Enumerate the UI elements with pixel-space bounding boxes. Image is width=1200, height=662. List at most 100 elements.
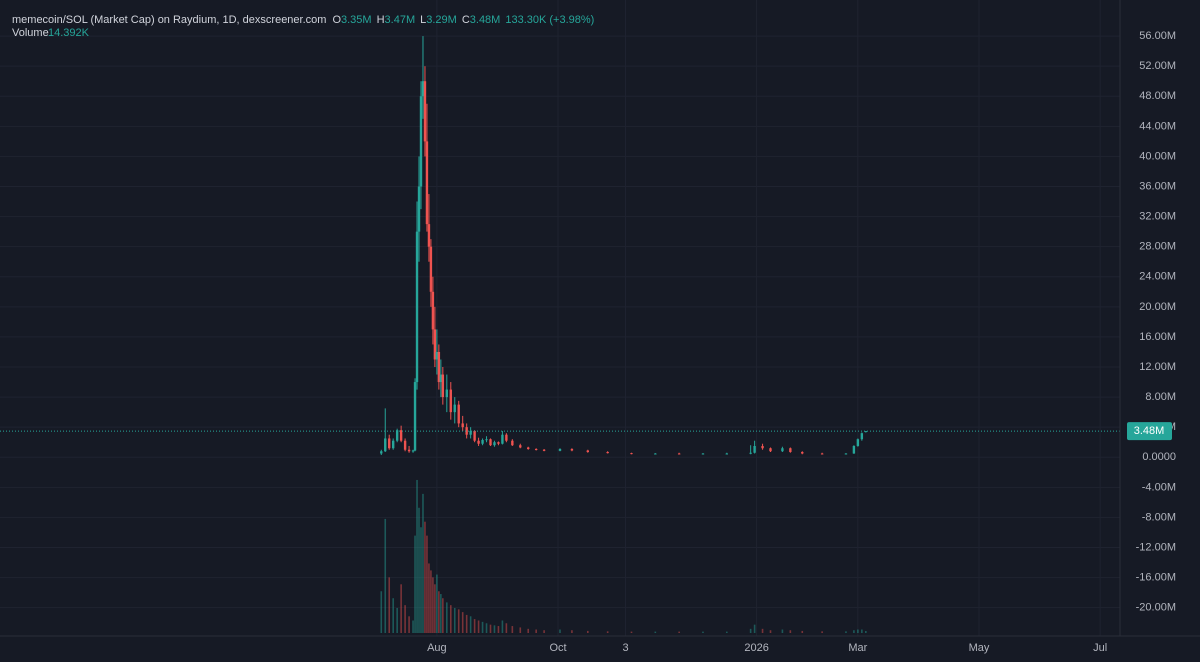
volume-title: Volume (12, 27, 49, 39)
volume-bar (446, 602, 448, 633)
y-tick-label: 16.00M (1139, 331, 1176, 343)
volume-bar (432, 577, 434, 633)
y-tick-label: -20.00M (1136, 602, 1176, 614)
volume-bar (434, 584, 436, 633)
candle-body (844, 453, 848, 455)
y-tick-label: 48.00M (1139, 90, 1176, 102)
candle-body (485, 439, 488, 441)
ohlc-key: O (332, 14, 341, 26)
volume-bar (396, 607, 398, 633)
volume-bar (453, 607, 456, 633)
y-tick-label: -12.00M (1136, 541, 1176, 553)
volume-bar (511, 626, 514, 633)
candle-body (411, 450, 415, 452)
y-tick-label: 40.00M (1139, 150, 1176, 162)
candle-body (505, 434, 508, 441)
volume-bar (761, 628, 764, 633)
volume-bar (702, 631, 704, 633)
volume-bar (543, 630, 545, 633)
volume-bar (535, 629, 537, 633)
candle-body (630, 453, 633, 455)
y-tick-label: 52.00M (1139, 60, 1176, 72)
candle-body (407, 449, 411, 452)
candle-body (586, 450, 590, 452)
y-tick-label: 56.00M (1139, 30, 1176, 42)
candle-body (489, 439, 492, 446)
candle-body (677, 453, 681, 455)
volume-bar (392, 598, 394, 633)
candle-body (399, 430, 403, 441)
candle-body (501, 434, 504, 444)
candle-body (417, 186, 421, 232)
candle-body (511, 440, 514, 446)
volume-bar (473, 619, 476, 633)
candle-body (542, 449, 546, 451)
candle-body (423, 81, 427, 142)
volume-bar (428, 563, 430, 633)
y-tick-label: 44.00M (1139, 120, 1176, 132)
x-tick-label: 3 (622, 642, 628, 654)
volume-bar (424, 521, 426, 633)
volume-bar (489, 624, 492, 633)
volume-bar (440, 594, 442, 633)
volume-bar (630, 631, 633, 633)
candle-body (453, 404, 456, 413)
y-tick-label: 0.0000 (1142, 451, 1176, 463)
volume-bar (412, 620, 414, 633)
candle-body (781, 448, 784, 452)
chart-title: memecoin/SOL (Market Cap) on Raydium, 1D… (12, 14, 326, 26)
volume-bar (422, 493, 424, 633)
volume-bar (606, 631, 609, 633)
candle-body (469, 430, 472, 435)
y-tick-label: 28.00M (1139, 241, 1176, 253)
volume-bar (519, 627, 522, 633)
x-tick-label: May (969, 642, 990, 654)
volume-bar (726, 631, 728, 633)
candle-body (493, 442, 496, 446)
volume-bar (442, 598, 444, 633)
volume-bar (449, 605, 452, 633)
volume-bar (430, 570, 432, 633)
y-tick-label: -4.00M (1142, 481, 1176, 493)
last-price-label: 3.48M (1134, 425, 1165, 437)
volume-bar (781, 629, 784, 633)
candle-body (437, 351, 441, 383)
volume-bar (857, 629, 859, 633)
candle-body (439, 374, 443, 383)
volume-bar (861, 629, 863, 633)
x-tick-label: Mar (848, 642, 867, 654)
candle-body (441, 374, 445, 398)
volume-bar (485, 623, 488, 633)
ohlc-key: H (377, 14, 385, 26)
candle-body (725, 453, 729, 455)
volume-bar (821, 631, 823, 633)
volume-bar (408, 616, 410, 633)
candle-body (477, 440, 480, 444)
candle-body (801, 451, 804, 454)
x-tick-label: Aug (427, 642, 447, 654)
candle-body (427, 224, 431, 247)
x-tick-label: Jul (1093, 642, 1107, 654)
last-price-tag (1127, 422, 1172, 441)
candle-body (606, 451, 609, 454)
volume-bar (749, 628, 752, 633)
candle-body (481, 439, 484, 444)
volume-bar (527, 628, 530, 633)
volume-bar (436, 574, 438, 633)
candle-body (429, 246, 433, 292)
x-tick-label: Oct (549, 642, 566, 654)
volume-bar (420, 527, 422, 633)
volume-bar (457, 609, 460, 633)
volume-bar (559, 629, 561, 633)
volume-bar (769, 630, 772, 633)
volume-bar (404, 605, 406, 633)
candle-body (413, 382, 417, 451)
candle-body (769, 448, 772, 452)
volume-bar (388, 577, 391, 633)
candle-body (457, 404, 460, 424)
ohlc-key: C (462, 14, 470, 26)
volume-bar (465, 614, 468, 633)
volume-bar (418, 507, 420, 633)
candle-body (753, 445, 756, 453)
volume-bar (481, 621, 484, 633)
